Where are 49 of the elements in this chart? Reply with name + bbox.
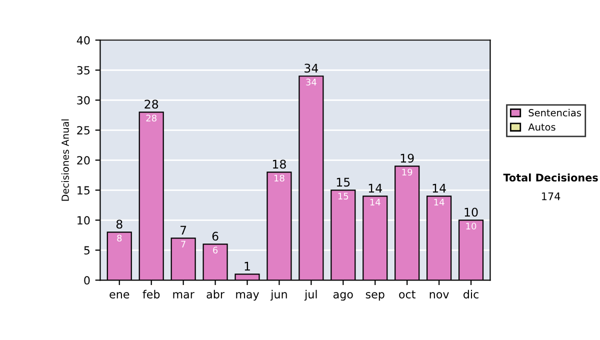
- x-tick-label: oct: [399, 290, 416, 298]
- y-tick-label: 10: [78, 216, 90, 225]
- data-label: 14: [370, 198, 380, 206]
- data-label: 28: [146, 114, 156, 122]
- y-tick-label: 35: [77, 66, 90, 75]
- total-label: 8: [116, 220, 122, 229]
- x-tick-label: abr: [206, 290, 224, 298]
- data-label: 14: [434, 198, 444, 206]
- y-tick-label: 40: [76, 36, 90, 44]
- legend-label: Autos: [528, 123, 556, 131]
- y-tick-label: 30: [77, 96, 90, 105]
- y-tick-label: 15: [78, 186, 90, 195]
- text: Total Decisiones: [503, 173, 598, 182]
- data-label: 19: [402, 168, 412, 176]
- data-label: 8: [117, 234, 122, 242]
- total-label: 18: [273, 160, 286, 169]
- x-tick-label: dic: [464, 290, 478, 298]
- data-label: 7: [181, 240, 186, 248]
- x-tick-label: ene: [110, 292, 130, 298]
- x-tick-label: may: [236, 292, 260, 301]
- legend-label: Sentencias: [528, 108, 582, 116]
- x-tick-label: sep: [366, 292, 384, 301]
- y-tick-label: 0: [84, 276, 90, 285]
- data-label: 34: [306, 78, 316, 86]
- x-tick-label: ago: [333, 292, 353, 301]
- total-label: 34: [304, 64, 318, 73]
- total-label: 14: [432, 184, 446, 192]
- x-tick-label: jun: [270, 290, 287, 301]
- total-label: 15: [336, 178, 350, 187]
- total-label: 28: [144, 100, 158, 109]
- text: 174: [542, 192, 560, 200]
- total-label: 19: [400, 154, 414, 163]
- y-axis-title: Decisiones Anual: [61, 119, 69, 201]
- y-tick-label: 20: [77, 156, 90, 165]
- total-label: 10: [464, 208, 478, 217]
- y-tick-label: 25: [77, 126, 90, 135]
- total-label: 14: [368, 184, 382, 192]
- x-tick-label: mar: [173, 292, 194, 298]
- y-tick-label: 5: [84, 246, 90, 255]
- x-tick-label: jul: [304, 290, 317, 301]
- x-tick-label: feb: [142, 290, 160, 298]
- data-label: 10: [466, 222, 476, 230]
- data-label: 18: [274, 174, 284, 182]
- data-label: 15: [338, 192, 348, 200]
- total-label: 1: [244, 262, 250, 271]
- total-label: 7: [180, 226, 186, 234]
- data-label: 6: [213, 246, 218, 254]
- x-tick-label: nov: [430, 292, 449, 298]
- total-label: 6: [212, 232, 218, 241]
